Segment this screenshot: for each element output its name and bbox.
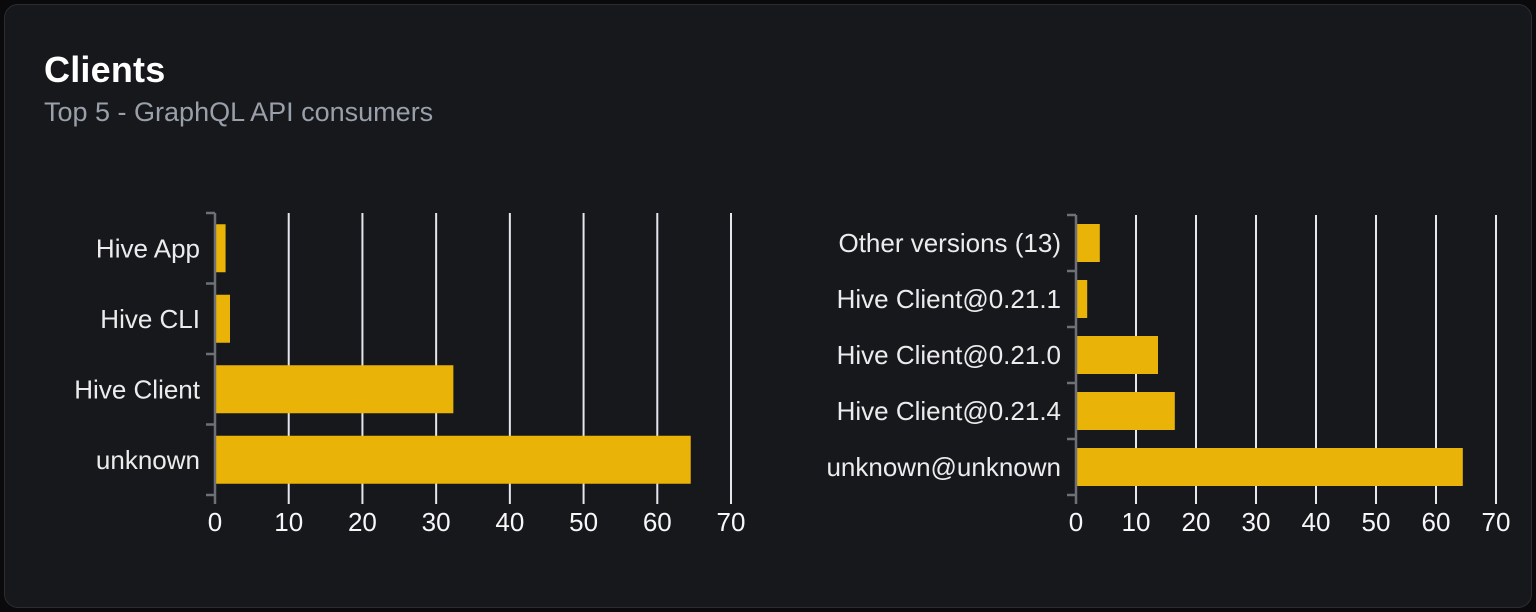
card-subtitle: Top 5 - GraphQL API consumers	[44, 97, 434, 127]
bar-unknown[interactable]	[216, 435, 691, 484]
category-label: Hive Client@0.21.0	[837, 340, 1061, 370]
x-tick-label: 20	[1182, 507, 1211, 537]
category-label: Hive App	[96, 233, 200, 263]
x-tick-label: 10	[274, 507, 303, 537]
bar-hive-client-0-21-4[interactable]	[1077, 392, 1175, 430]
card-title: Clients	[44, 49, 166, 90]
x-tick-label: 50	[569, 507, 598, 537]
x-tick-label: 10	[1122, 507, 1151, 537]
category-label: Hive CLI	[100, 304, 200, 334]
x-tick-label: 40	[1302, 507, 1331, 537]
bar-hive-client-0-21-0[interactable]	[1077, 336, 1158, 374]
category-label: unknown@unknown	[826, 452, 1061, 482]
x-tick-label: 60	[643, 507, 672, 537]
client-versions-bar-chart: 0 10 20 30 40 50 60 70 Other versions (13) Hive C…	[826, 213, 1511, 537]
bar-hive-cli[interactable]	[216, 294, 231, 343]
category-label: unknown	[96, 445, 200, 475]
bar-other-versions-13-[interactable]	[1077, 224, 1100, 262]
clients-card: Clients Top 5 - GraphQL API consumers 0 1…	[4, 4, 1532, 608]
category-label: Other versions (13)	[838, 228, 1061, 258]
x-tick-label: 70	[717, 507, 746, 537]
x-tick-label: 60	[1422, 507, 1451, 537]
x-tick-label: 50	[1362, 507, 1391, 537]
category-label: Hive Client	[74, 374, 200, 404]
x-tick-label: 40	[495, 507, 524, 537]
bar-hive-client-0-21-1[interactable]	[1077, 280, 1088, 318]
x-tick-label: 0	[1069, 507, 1083, 537]
x-tick-label: 0	[208, 507, 222, 537]
x-tick-label: 70	[1482, 507, 1511, 537]
bar-unknown-unknown[interactable]	[1077, 448, 1463, 486]
clients-bar-chart: 0 10 20 30 40 50 60 70 Hive App Hive CLI Hive Clie…	[74, 211, 746, 537]
x-tick-label: 30	[1242, 507, 1271, 537]
bar-hive-client[interactable]	[216, 365, 454, 414]
x-tick-label: 30	[422, 507, 451, 537]
x-tick-label: 20	[348, 507, 377, 537]
bar-hive-app[interactable]	[216, 224, 226, 273]
category-label: Hive Client@0.21.1	[837, 284, 1061, 314]
category-label: Hive Client@0.21.4	[837, 396, 1061, 426]
